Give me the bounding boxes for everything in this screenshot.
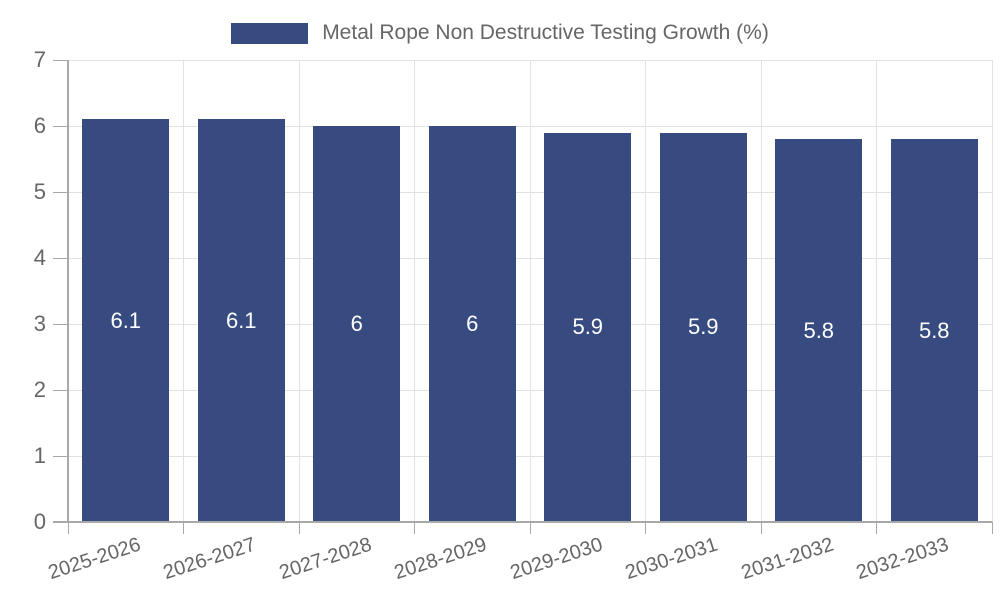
x-tick-mark — [991, 522, 993, 534]
y-tick-label: 6 — [33, 113, 46, 138]
gridline-v — [183, 60, 184, 522]
x-tick-mark — [876, 522, 877, 534]
x-tick-mark — [298, 522, 300, 534]
gridline-v — [529, 60, 531, 522]
legend-swatch — [231, 22, 309, 44]
bar[interactable] — [313, 126, 401, 522]
y-tick-mark — [53, 257, 68, 259]
gridline-v — [414, 60, 415, 522]
bar[interactable] — [890, 139, 978, 522]
y-tick-label: 4 — [33, 245, 46, 270]
gridline-v — [298, 60, 300, 522]
y-tick-label: 3 — [33, 311, 46, 336]
y-tick-mark — [53, 389, 68, 391]
bar-value-label: 5.8 — [803, 317, 835, 343]
gridline-v — [876, 60, 877, 522]
bar[interactable] — [197, 119, 285, 522]
bar[interactable] — [659, 132, 747, 522]
y-tick-mark — [53, 191, 68, 193]
y-tick-label: 7 — [33, 47, 46, 72]
bar-value-label: 5.9 — [687, 314, 719, 340]
bar[interactable] — [544, 132, 632, 522]
y-tick-label: 2 — [33, 377, 46, 402]
x-tick-mark — [529, 522, 531, 534]
x-axis-line — [53, 521, 992, 523]
bar-value-label: 5.8 — [918, 317, 950, 343]
y-tick-label: 1 — [33, 443, 46, 468]
gridline-v — [645, 60, 646, 522]
gridline-v — [760, 60, 762, 522]
y-tick-mark — [53, 323, 68, 325]
y-tick-mark — [53, 455, 68, 457]
y-axis-line — [67, 60, 69, 522]
x-tick-mark — [67, 522, 69, 534]
plot-area: 0 1 2 3 4 5 6 7 6.1 6.1 6 6 5.9 5.9 5.8 5.8 2025-2026 202… — [34, 47, 993, 584]
bar-value-label: 6 — [466, 311, 479, 336]
bar-value-label: 6.1 — [110, 307, 142, 333]
y-tick-label: 5 — [33, 179, 46, 204]
x-tick-mark — [645, 522, 646, 534]
x-tick-mark — [414, 522, 415, 534]
legend-label: Metal Rope Non Destructive Testing Growt… — [322, 21, 769, 44]
bar-value-label: 6 — [350, 311, 363, 336]
x-tick-mark — [183, 522, 184, 534]
y-tick-label: 0 — [33, 509, 46, 534]
bar[interactable] — [775, 139, 863, 522]
legend[interactable]: Metal Rope Non Destructive Testing Growt… — [0, 12, 1000, 54]
y-tick-mark — [53, 59, 68, 61]
bar[interactable] — [82, 119, 170, 522]
bar-value-label: 6.1 — [225, 307, 257, 333]
gridline-v — [991, 60, 993, 522]
x-tick-mark — [760, 522, 762, 534]
bar-value-label: 5.9 — [572, 314, 604, 340]
y-tick-mark — [53, 125, 68, 127]
bar[interactable] — [428, 126, 516, 522]
